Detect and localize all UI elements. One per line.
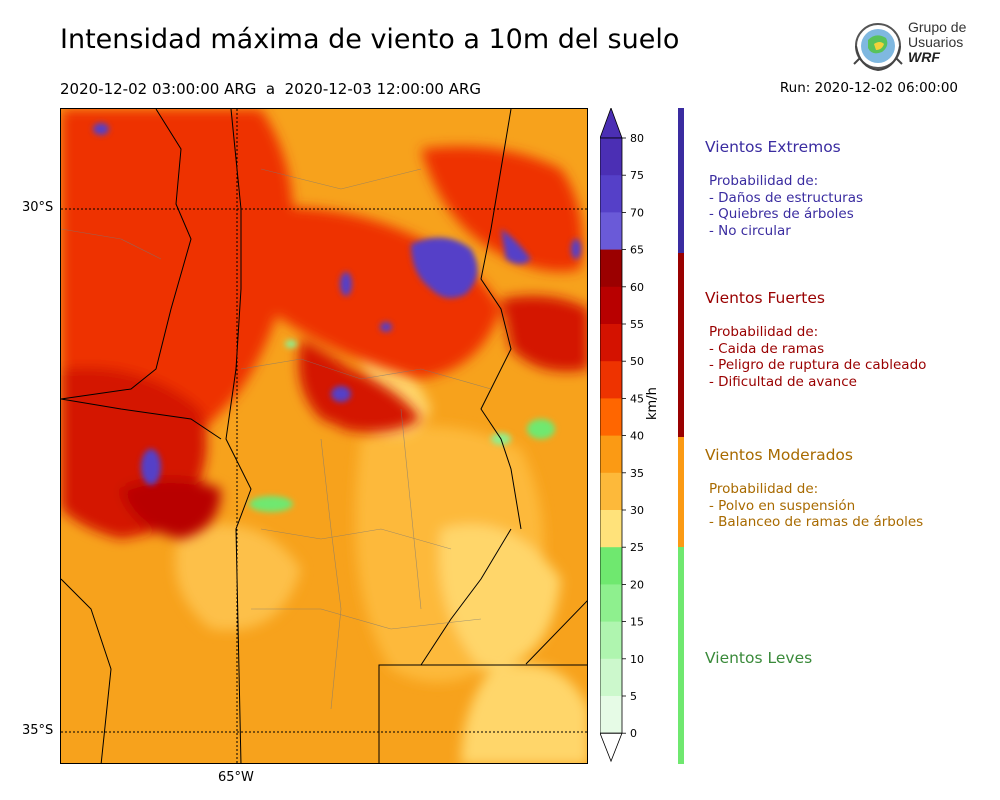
category-bar-moderate [678, 437, 684, 547]
light-wind-areas [249, 340, 555, 512]
category-moderate: Vientos Moderados Probabilidad de: - Polvo… [705, 446, 995, 531]
category-description: Probabilidad de: - Caida de ramas - Peligr… [705, 324, 995, 390]
colorbar-segment [600, 472, 622, 511]
period-subtitle: 2020-12-02 03:00:00 ARG a 2020-12-03 12:… [60, 80, 482, 98]
category-line: - Balanceo de ramas de árboles [709, 514, 924, 530]
category-line: - Daños de estructuras [709, 189, 864, 206]
lon-label-65w: 65°W [218, 770, 254, 785]
globe-icon [853, 23, 903, 72]
colorbar-tick-label: 30 [630, 504, 644, 517]
colorbar-tick-label: 45 [630, 392, 644, 405]
colorbar-segment [600, 249, 622, 288]
department-borders [61, 168, 492, 710]
category-description: Probabilidad de: - Polvo en suspensión - B… [705, 481, 995, 531]
colorbar-tick-label: 75 [630, 169, 644, 182]
colorbar: 80 75 70 65 60 55 50 45 40 35 30 25 20 15 10 5 0 [599, 106, 652, 772]
colorbar-segment [600, 138, 622, 176]
colorbar-tick-label: 55 [630, 318, 644, 331]
category-line: Probabilidad de: [709, 324, 819, 340]
colorbar-segment [600, 286, 622, 325]
colorbar-segment [600, 324, 622, 362]
lat-label-35s: 35°S [22, 723, 54, 738]
colorbar-tick-label: 50 [630, 355, 644, 368]
category-title: Vientos Leves [705, 649, 813, 667]
category-title: Vientos Moderados [705, 446, 853, 464]
category-line: - Quiebres de árboles [709, 206, 854, 222]
colorbar-tick-label: 15 [630, 616, 644, 629]
colorbar-unit: km/h [645, 387, 660, 420]
category-strong: Vientos Fuertes Probabilidad de: - Caida d… [705, 289, 995, 390]
colorbar-tick-label: 25 [630, 541, 644, 554]
colorbar-tick-label: 65 [630, 244, 644, 257]
category-line: - Caida de ramas [709, 340, 825, 357]
colorbar-tick-label: 80 [630, 132, 644, 145]
wind-map [60, 108, 588, 764]
logo-line-3: WRF [908, 49, 940, 65]
category-title: Vientos Fuertes [705, 289, 825, 307]
category-title: Vientos Extremos [705, 138, 841, 156]
category-line: - No circular [709, 222, 791, 239]
run-timestamp: Run: 2020-12-02 06:00:00 [779, 80, 958, 96]
category-line: - Polvo en suspensión [709, 497, 856, 514]
category-extreme: Vientos Extremos Probabilidad de: - Daños … [705, 138, 995, 239]
category-bar-extreme [678, 108, 684, 253]
category-line: Probabilidad de: [709, 481, 819, 497]
extreme-wind-areas [93, 123, 581, 485]
colorbar-segment [600, 398, 622, 437]
category-bar-strong [678, 253, 684, 437]
colorbar-extend-top [599, 106, 623, 139]
category-light: Vientos Leves [705, 649, 995, 667]
category-bar-light [678, 547, 684, 764]
colorbar-tick-label: 60 [630, 281, 644, 294]
colorbar-segment [600, 696, 622, 734]
logo-line-2: Usuarios [908, 34, 964, 50]
colorbar-segment [600, 175, 622, 213]
category-line: - Peligro de ruptura de cableado [709, 357, 927, 373]
colorbar-tick-label: 20 [630, 578, 644, 591]
colorbar-tick-label: 0 [630, 727, 637, 740]
lat-label-30s: 30°S [22, 200, 54, 215]
category-line: - Dificultad de avance [709, 373, 857, 390]
colorbar-segment [600, 658, 622, 697]
colorbar-segment [600, 584, 622, 623]
strong-wind-areas [61, 109, 587, 539]
colorbar-segment [600, 621, 622, 660]
colorbar-tick-label: 10 [630, 653, 644, 666]
colorbar-tick-label: 70 [630, 206, 644, 219]
colorbar-tick-label: 40 [630, 430, 644, 443]
colorbar-extend-bottom [599, 732, 623, 763]
colorbar-segment [600, 361, 622, 399]
colorbar-tick-label: 5 [630, 690, 637, 703]
category-description: Probabilidad de: - Daños de estructuras - … [705, 173, 995, 239]
wrf-logo: Grupo de Usuarios WRF [850, 18, 970, 74]
colorbar-segment [600, 212, 622, 251]
colorbar-tick-label: 35 [630, 467, 644, 480]
colorbar-segment [600, 547, 622, 585]
category-line: Probabilidad de: [709, 173, 819, 189]
page-title: Intensidad máxima de viento a 10m del su… [60, 24, 680, 55]
colorbar-segment [600, 510, 622, 548]
logo-line-1: Grupo de [908, 19, 967, 35]
graticule [61, 109, 587, 763]
colorbar-segment [600, 435, 622, 474]
